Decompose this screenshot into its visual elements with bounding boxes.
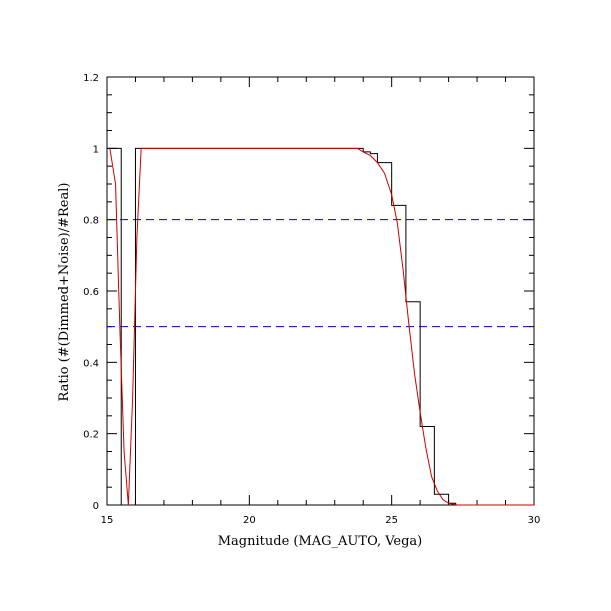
plot-frame — [106, 76, 535, 506]
y-tick-label: 0 — [93, 501, 99, 512]
y-tick-label: 0.2 — [83, 430, 99, 441]
y-tick-label: 1 — [93, 144, 99, 155]
y-tick-label: 0.6 — [83, 287, 99, 298]
x-tick-label: 15 — [101, 515, 114, 526]
y-tick-label: 1.2 — [83, 73, 99, 84]
x-tick-label: 20 — [243, 515, 256, 526]
fit-series-line — [109, 147, 534, 506]
x-tick-label: 25 — [385, 515, 398, 526]
x-tick-label: 30 — [528, 515, 541, 526]
plot-layer: 15 20 25 30 0 0.2 0.4 0.6 0.8 1 1.2 — [83, 73, 540, 526]
y-tick-label: 0.4 — [83, 358, 99, 369]
y-tick-label: 0.8 — [83, 216, 99, 227]
y-axis-title: Ratio (#(Dimmed+Noise)/#Real) — [57, 183, 72, 402]
x-axis-title: Magnitude (MAG_AUTO, Vega) — [218, 534, 423, 549]
